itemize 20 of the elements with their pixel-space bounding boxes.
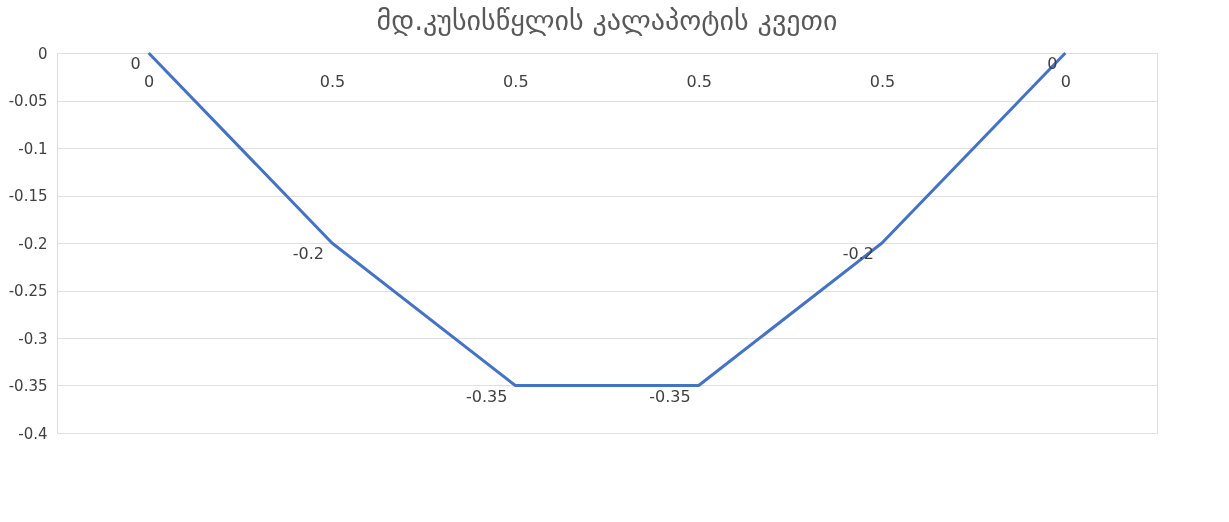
y-tick-label: -0.35 <box>8 377 48 395</box>
data-label: -0.2 <box>292 244 324 263</box>
x-tick-label: 0.5 <box>319 71 346 91</box>
y-tick-label: -0.3 <box>18 329 48 348</box>
y-tick-label: -0.4 <box>18 424 48 443</box>
y-tick-label: -0.15 <box>8 187 48 205</box>
y-tick-label: -0.25 <box>8 282 48 300</box>
y-tick-label: -0.1 <box>18 139 48 158</box>
x-tick-label: 0.5 <box>869 71 896 91</box>
data-label: 0 <box>130 54 141 73</box>
x-tick-label: 0.5 <box>503 71 529 91</box>
x-tick-label: 0 <box>1060 71 1071 91</box>
data-label: -0.35 <box>649 386 691 406</box>
y-tick-label: 0 <box>37 44 48 63</box>
y-tick-label: -0.2 <box>18 234 48 253</box>
data-label: -0.35 <box>465 386 508 406</box>
chart-title: მდ.კუსისწყლის კალაპოტის კვეთი <box>376 4 838 37</box>
y-tick-label: -0.05 <box>8 92 48 110</box>
x-tick-label: 0 <box>144 71 155 91</box>
x-tick-label: 0.5 <box>686 71 712 91</box>
